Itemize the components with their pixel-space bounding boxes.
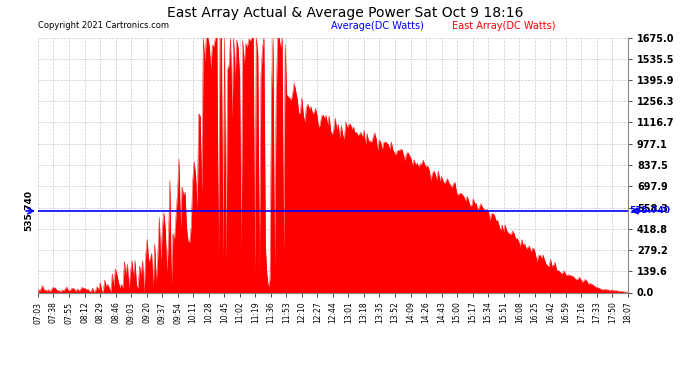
Text: East Array(DC Watts): East Array(DC Watts) — [452, 21, 555, 31]
Text: Copyright 2021 Cartronics.com: Copyright 2021 Cartronics.com — [38, 21, 169, 30]
Text: Average(DC Watts): Average(DC Watts) — [331, 21, 424, 31]
Text: East Array Actual & Average Power Sat Oct 9 18:16: East Array Actual & Average Power Sat Oc… — [167, 6, 523, 20]
Text: 535.740: 535.740 — [24, 190, 33, 231]
Text: 535.740: 535.740 — [629, 207, 670, 216]
